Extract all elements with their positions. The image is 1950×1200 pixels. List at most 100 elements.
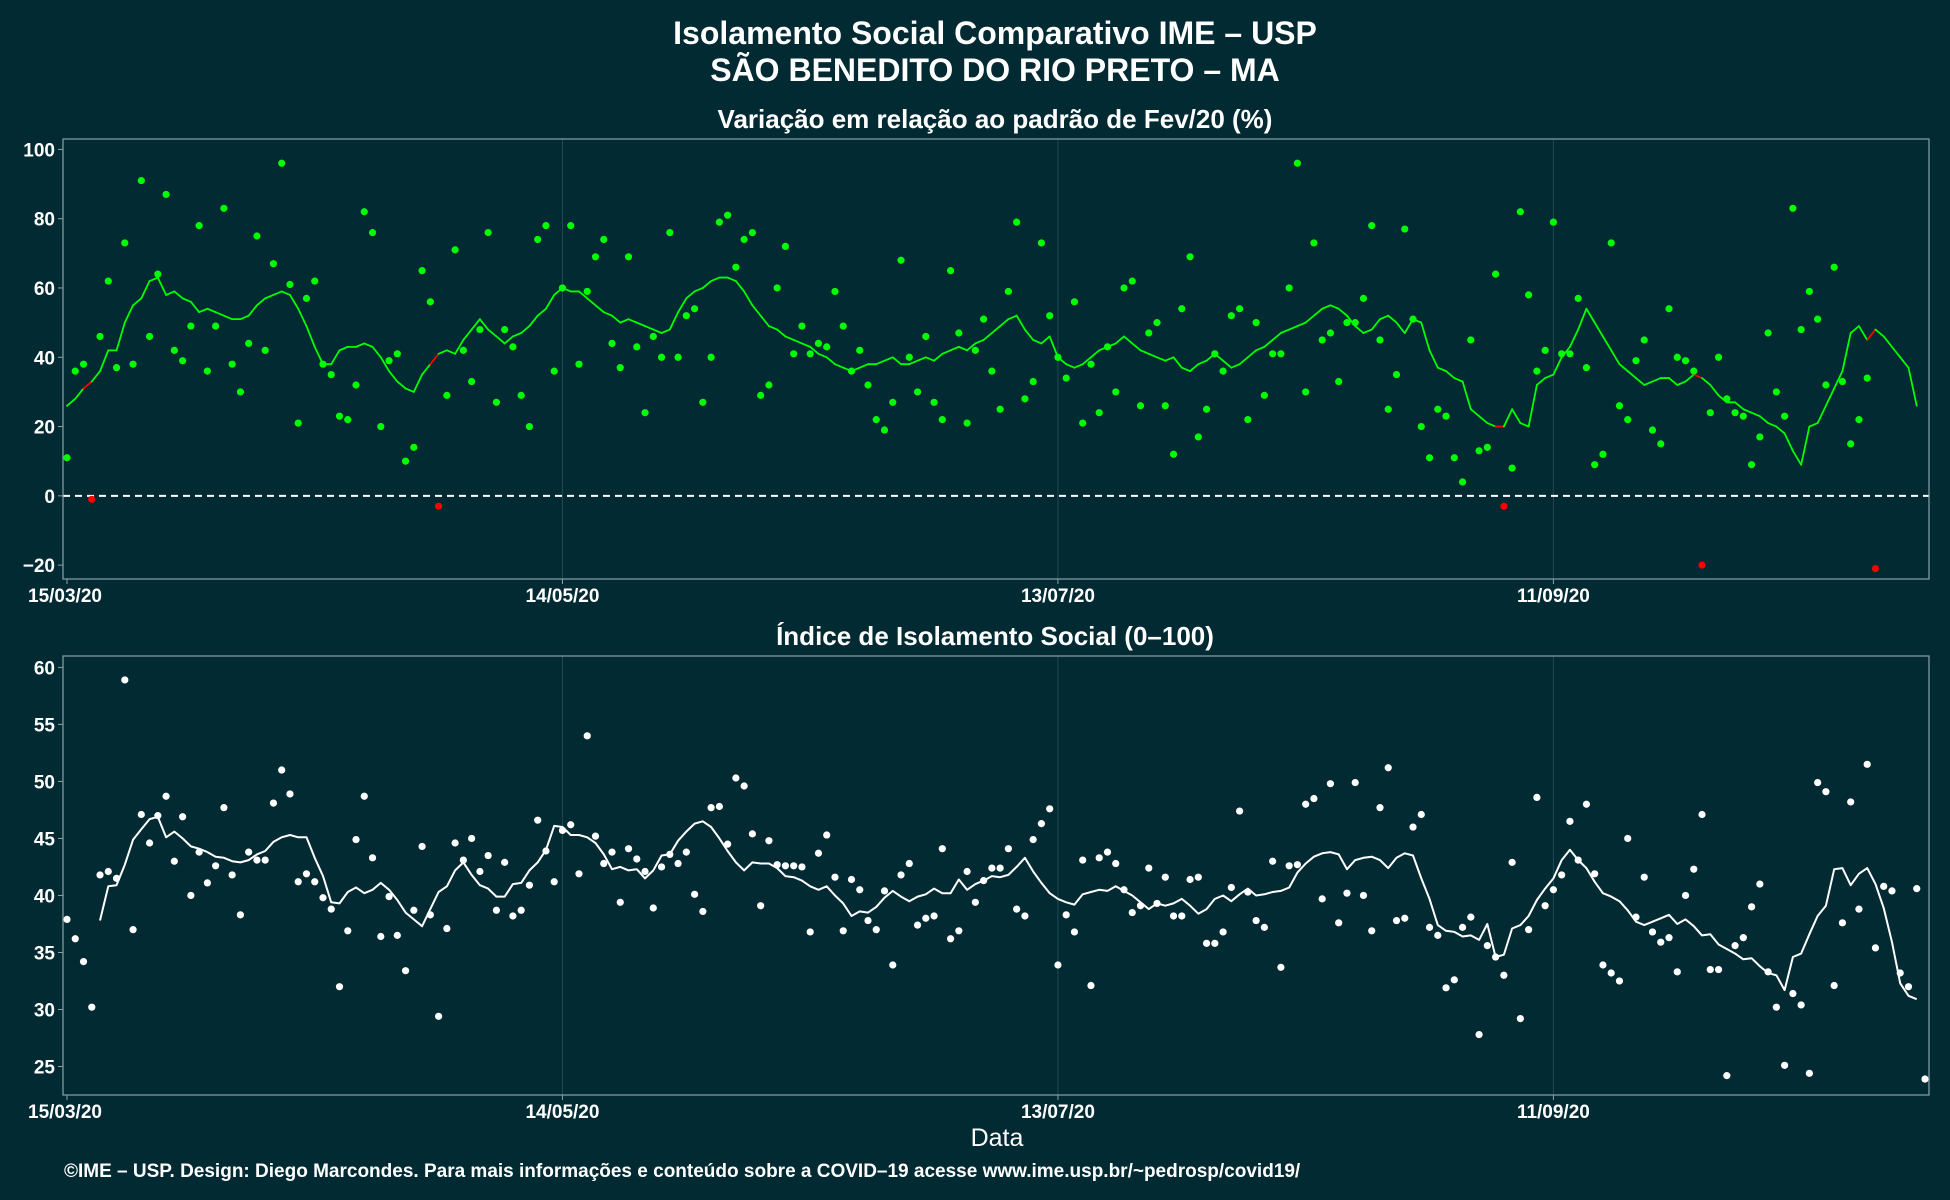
moving-average-segment — [545, 294, 556, 310]
index-point — [1169, 912, 1178, 920]
moving-average-segment — [396, 380, 407, 390]
index-point — [1880, 882, 1888, 890]
index-point — [1376, 804, 1384, 812]
moving-average-segment — [1585, 307, 1596, 324]
positive-point — [327, 370, 335, 379]
moving-average-segment — [198, 307, 209, 314]
positive-point — [1731, 409, 1739, 417]
index-point — [616, 898, 624, 906]
moving-average-segment — [1040, 335, 1051, 345]
index-point — [1500, 971, 1508, 979]
index-point — [839, 927, 847, 935]
moving-average-segment — [1131, 342, 1142, 352]
footer-caption: ©IME – USP. Design: Diego Marcondes. Par… — [64, 1161, 1301, 1182]
moving-average-segment — [462, 328, 473, 341]
positive-point — [839, 322, 847, 330]
positive-point — [1054, 353, 1062, 361]
moving-average-segment — [1263, 339, 1274, 348]
index-point — [1029, 835, 1037, 844]
positive-point — [1756, 433, 1764, 441]
index-point — [880, 887, 889, 895]
index-point — [1219, 928, 1227, 936]
index-point — [1004, 845, 1012, 853]
index-point — [1302, 800, 1310, 808]
moving-average-segment — [1073, 363, 1084, 369]
positive-point — [757, 391, 765, 399]
moving-average-segment — [1527, 384, 1538, 428]
index-point — [724, 840, 732, 848]
positive-point — [955, 329, 963, 337]
positive-point — [765, 381, 773, 389]
index-point — [1037, 820, 1046, 828]
moving-average-segment — [379, 356, 390, 373]
moving-average-segment — [1362, 328, 1373, 334]
moving-average-segment — [90, 370, 101, 383]
positive-point — [847, 367, 856, 375]
index-point — [1582, 800, 1591, 808]
moving-average-segment — [478, 318, 490, 331]
positive-point — [872, 416, 880, 424]
y-tick-label: 100 — [23, 140, 55, 161]
moving-average-segment — [611, 314, 622, 324]
moving-average-segment — [1007, 314, 1018, 321]
index-point — [236, 911, 245, 919]
moving-average-segment — [1783, 432, 1794, 452]
moving-average-segment — [1668, 377, 1679, 386]
positive-point — [1153, 319, 1161, 327]
moving-average-segment — [1271, 332, 1282, 341]
index-point — [1731, 942, 1739, 950]
positive-point — [1128, 277, 1136, 285]
moving-average-segment — [1643, 380, 1654, 386]
index-point — [1343, 889, 1351, 897]
moving-average-segment — [82, 380, 93, 390]
moving-average-segment — [1651, 377, 1662, 383]
index-point — [1615, 977, 1624, 985]
positive-point — [1120, 284, 1128, 292]
moving-average-segment — [1882, 335, 1893, 348]
negative-point — [435, 502, 443, 510]
positive-point — [525, 422, 534, 431]
positive-point — [1070, 298, 1079, 306]
index-point — [1913, 885, 1921, 893]
index-point — [88, 1003, 96, 1011]
moving-average-segment — [1907, 366, 1918, 407]
moving-average-segment — [1024, 328, 1035, 341]
index-point — [1062, 911, 1070, 919]
index-point — [1161, 873, 1169, 881]
moving-average-segment — [825, 356, 836, 366]
positive-point — [1723, 395, 1731, 403]
positive-point — [1591, 461, 1599, 469]
moving-average-segment — [1147, 352, 1158, 359]
index-point — [1781, 1061, 1789, 1069]
positive-point — [1409, 315, 1417, 323]
positive-point — [534, 235, 542, 244]
index-point — [468, 834, 476, 843]
moving-average-segment — [1808, 422, 1819, 428]
positive-point — [1425, 454, 1434, 462]
moving-average-segment — [743, 290, 754, 307]
positive-point — [278, 159, 286, 167]
moving-average-segment — [214, 311, 225, 317]
positive-point — [484, 228, 492, 237]
moving-average-segment — [445, 349, 457, 355]
positive-point — [649, 332, 657, 341]
y-tick-label: 40 — [34, 886, 55, 907]
positive-point — [591, 253, 600, 261]
index-point — [608, 848, 616, 856]
index-point — [335, 983, 344, 991]
moving-average-segment — [189, 300, 201, 314]
moving-average-segment — [264, 294, 275, 300]
moving-average-segment — [1379, 314, 1390, 321]
positive-point — [63, 454, 71, 462]
positive-point — [690, 305, 699, 313]
moving-average-segment — [1709, 384, 1720, 397]
positive-point — [1103, 343, 1112, 351]
positive-point — [352, 381, 360, 389]
moving-average-segment — [1610, 349, 1621, 366]
index-point — [294, 878, 302, 886]
moving-average-segment — [289, 294, 300, 310]
moving-average-segment — [858, 363, 869, 369]
index-point — [1467, 913, 1475, 921]
positive-point — [121, 239, 129, 247]
